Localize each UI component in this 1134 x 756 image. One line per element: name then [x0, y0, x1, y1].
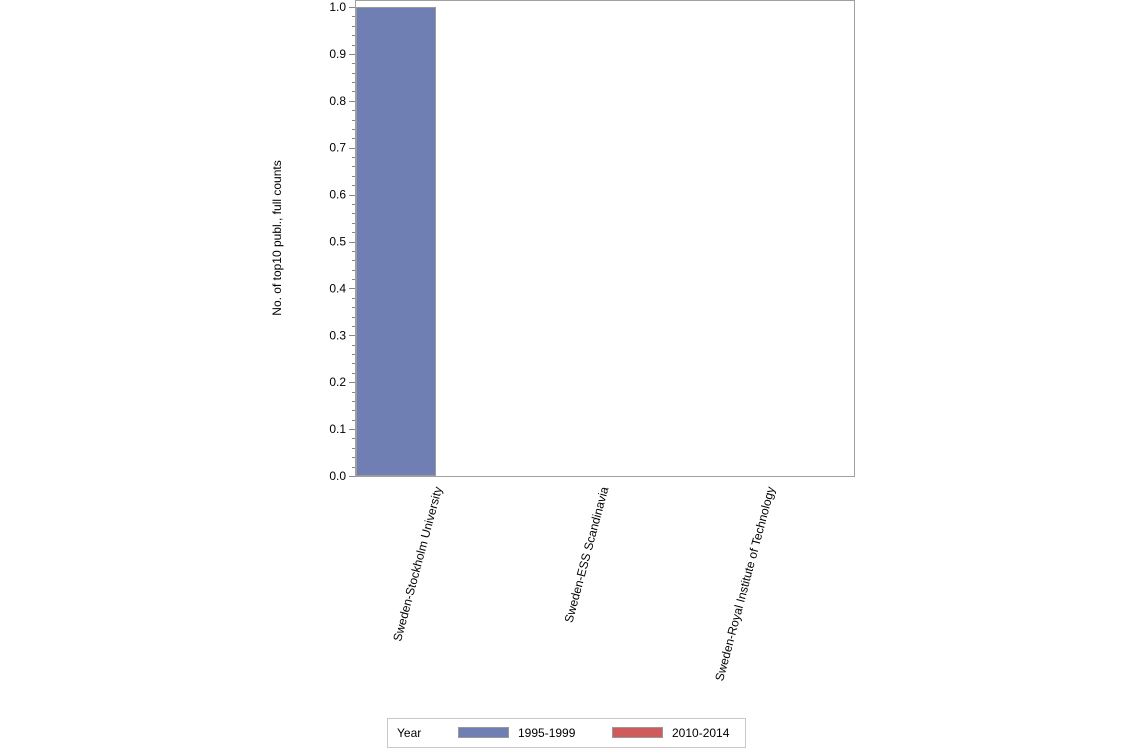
y-tick-label: 1.0: [329, 0, 346, 14]
y-tick-label: 0.3: [329, 328, 346, 342]
x-tick-label: Sweden-Stockholm University: [390, 485, 445, 643]
legend-label: 2010-2014: [672, 726, 730, 740]
x-tick-label: Sweden-ESS Scandinavia: [562, 485, 612, 624]
legend-title: Year: [397, 726, 421, 740]
y-tick-label: 0.7: [329, 141, 346, 155]
y-axis-label: No. of top10 publ., full counts: [270, 160, 284, 315]
legend-swatch-2010-2014: [612, 727, 663, 738]
legend-swatch-1995-1999: [458, 727, 509, 738]
y-tick-label: 0.2: [329, 375, 346, 389]
y-tick-label: 0.0: [329, 469, 346, 483]
y-tick-label: 0.1: [329, 422, 346, 436]
legend-label: 1995-1999: [518, 726, 576, 740]
y-tick-label: 0.9: [329, 47, 346, 61]
y-tick-label: 0.4: [329, 281, 346, 295]
x-tick-label: Sweden-Royal Institute of Technology: [712, 485, 777, 682]
bar-1995-1999: [356, 7, 436, 476]
legend: Year 1995-1999 2010-2014: [387, 718, 746, 748]
y-tick-label: 0.5: [329, 235, 346, 249]
y-tick-label: 0.8: [329, 94, 346, 108]
legend-box: [387, 718, 746, 748]
y-tick-label: 0.6: [329, 188, 346, 202]
plot-frame: [355, 0, 855, 477]
